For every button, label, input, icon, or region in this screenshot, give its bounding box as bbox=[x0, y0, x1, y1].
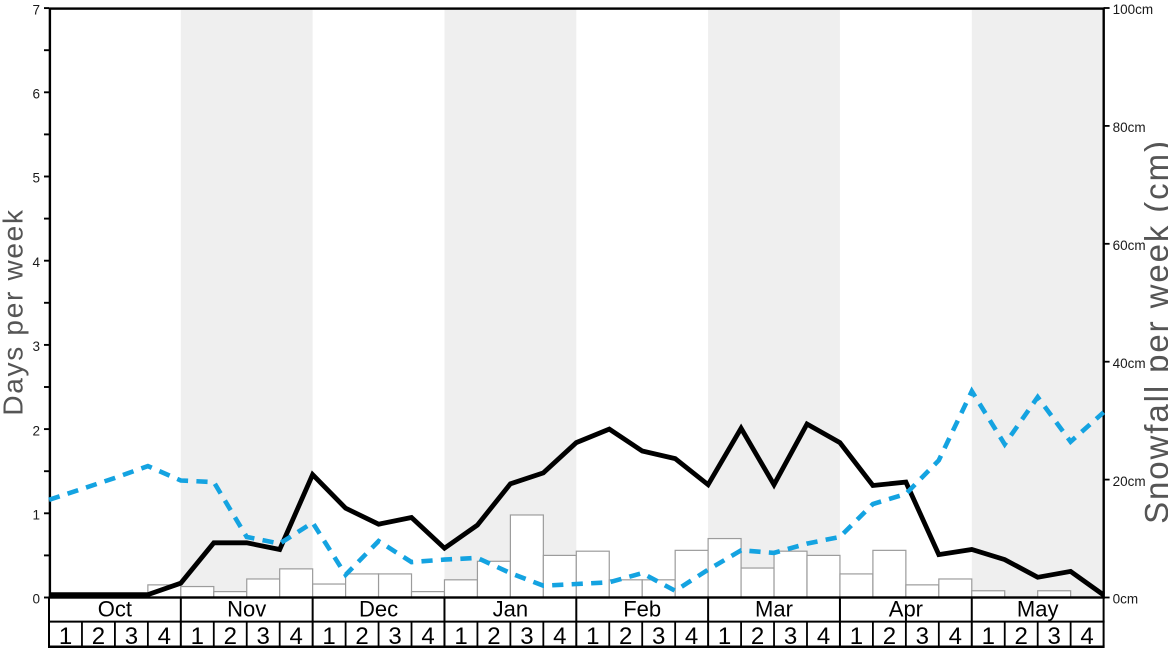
svg-text:4: 4 bbox=[817, 623, 830, 648]
svg-text:4: 4 bbox=[685, 623, 698, 648]
svg-text:3: 3 bbox=[125, 623, 138, 648]
svg-text:1: 1 bbox=[191, 623, 204, 648]
svg-text:Apr: Apr bbox=[889, 597, 923, 622]
svg-text:4: 4 bbox=[553, 623, 566, 648]
svg-text:5: 5 bbox=[32, 171, 40, 186]
svg-text:3: 3 bbox=[32, 339, 40, 354]
svg-text:1: 1 bbox=[59, 623, 72, 648]
svg-text:4: 4 bbox=[32, 255, 40, 270]
svg-text:2: 2 bbox=[883, 623, 896, 648]
svg-text:100cm: 100cm bbox=[1113, 2, 1154, 17]
svg-text:1: 1 bbox=[586, 623, 599, 648]
svg-text:Dec: Dec bbox=[359, 597, 398, 622]
svg-text:Mar: Mar bbox=[755, 597, 793, 622]
svg-text:3: 3 bbox=[257, 623, 270, 648]
svg-text:80cm: 80cm bbox=[1113, 120, 1146, 135]
svg-text:3: 3 bbox=[652, 623, 665, 648]
svg-text:1: 1 bbox=[850, 623, 863, 648]
svg-text:3: 3 bbox=[916, 623, 929, 648]
svg-text:2: 2 bbox=[32, 423, 40, 438]
svg-text:Jan: Jan bbox=[493, 597, 528, 622]
svg-text:20cm: 20cm bbox=[1113, 474, 1146, 489]
svg-text:1: 1 bbox=[454, 623, 467, 648]
svg-text:4: 4 bbox=[421, 623, 434, 648]
svg-text:Oct: Oct bbox=[98, 597, 132, 622]
svg-text:1: 1 bbox=[982, 623, 995, 648]
svg-text:6: 6 bbox=[32, 87, 40, 102]
svg-text:1: 1 bbox=[32, 508, 40, 523]
svg-text:2: 2 bbox=[224, 623, 237, 648]
svg-text:4: 4 bbox=[1080, 623, 1093, 648]
svg-text:2: 2 bbox=[1015, 623, 1028, 648]
svg-text:3: 3 bbox=[520, 623, 533, 648]
svg-text:2: 2 bbox=[92, 623, 105, 648]
svg-text:3: 3 bbox=[388, 623, 401, 648]
svg-text:Snowfall per week (cm): Snowfall per week (cm) bbox=[1138, 139, 1168, 524]
svg-text:7: 7 bbox=[32, 2, 40, 17]
svg-text:4: 4 bbox=[949, 623, 962, 648]
svg-text:4: 4 bbox=[158, 623, 171, 648]
svg-text:Nov: Nov bbox=[227, 597, 266, 622]
svg-text:Feb: Feb bbox=[623, 597, 661, 622]
svg-text:2: 2 bbox=[487, 623, 500, 648]
svg-text:2: 2 bbox=[355, 623, 368, 648]
svg-text:Days per week: Days per week bbox=[0, 208, 29, 415]
svg-text:0cm: 0cm bbox=[1113, 592, 1139, 607]
svg-text:1: 1 bbox=[322, 623, 335, 648]
svg-text:3: 3 bbox=[784, 623, 797, 648]
svg-text:2: 2 bbox=[751, 623, 764, 648]
svg-text:3: 3 bbox=[1048, 623, 1061, 648]
svg-text:May: May bbox=[1017, 597, 1059, 622]
svg-text:0: 0 bbox=[32, 592, 40, 607]
svg-text:2: 2 bbox=[619, 623, 632, 648]
svg-text:4: 4 bbox=[290, 623, 303, 648]
svg-text:1: 1 bbox=[718, 623, 731, 648]
svg-text:40cm: 40cm bbox=[1113, 356, 1146, 371]
svg-text:60cm: 60cm bbox=[1113, 238, 1146, 253]
